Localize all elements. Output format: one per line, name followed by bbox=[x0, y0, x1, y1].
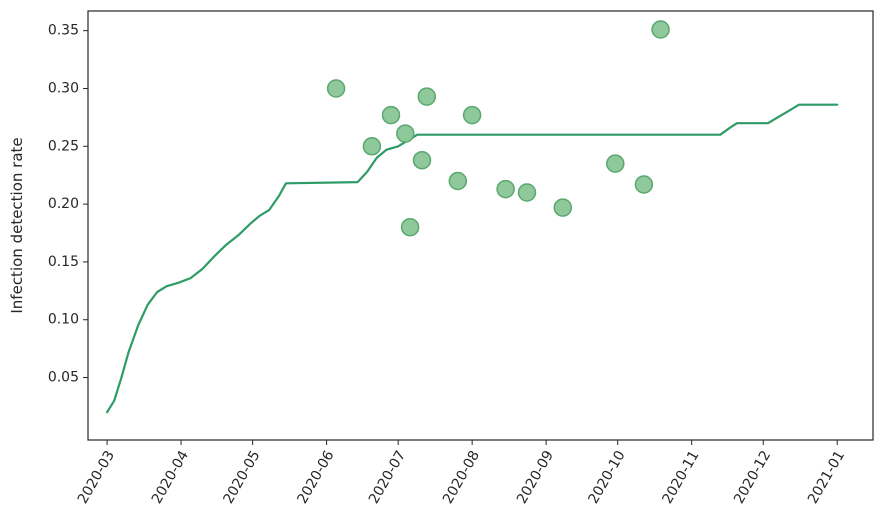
x-tick-label: 2020-08 bbox=[440, 448, 483, 507]
scatter-point bbox=[326, 79, 346, 98]
y-tick-label: 0.30 bbox=[48, 80, 79, 96]
x-tick-label: 2020-12 bbox=[731, 448, 774, 507]
scatter-point bbox=[634, 175, 654, 194]
scatter-point bbox=[448, 171, 468, 191]
x-axis: 2020-03 2020-04 2020-05 2020-06 2020-07 2020-… bbox=[75, 440, 848, 507]
scatter-point bbox=[651, 20, 670, 39]
scatter-point bbox=[496, 179, 515, 199]
detection-rate-line bbox=[105, 103, 839, 414]
y-tick-label: 0.25 bbox=[48, 138, 79, 154]
y-tick-label: 0.05 bbox=[48, 370, 79, 386]
scatter-point bbox=[396, 124, 415, 143]
scatter-point bbox=[381, 105, 401, 125]
x-tick-label: 2020-10 bbox=[586, 448, 629, 507]
x-tick-label: 2021-01 bbox=[805, 448, 848, 507]
scatter-point bbox=[517, 183, 537, 202]
scatter-point bbox=[400, 217, 420, 237]
y-tick-label: 0.20 bbox=[48, 196, 79, 212]
x-tick-label: 2020-11 bbox=[659, 448, 702, 507]
scatter-point bbox=[412, 150, 432, 170]
series-layer bbox=[105, 20, 839, 414]
scatter-point bbox=[606, 154, 625, 173]
scatter-point bbox=[362, 137, 382, 156]
x-tick-label: 2020-05 bbox=[220, 448, 263, 507]
y-tick-label: 0.15 bbox=[48, 254, 79, 270]
x-tick-label: 2020-04 bbox=[149, 448, 192, 507]
plot-frame bbox=[87, 10, 874, 441]
x-tick-label: 2020-06 bbox=[294, 448, 337, 507]
y-axis-label: Infection detection rate bbox=[8, 137, 26, 313]
scatter-point bbox=[553, 198, 573, 217]
y-tick-label: 0.35 bbox=[48, 23, 79, 39]
x-tick-label: 2020-07 bbox=[366, 448, 409, 507]
y-axis: 0.05 0.10 0.15 0.20 0.25 0.30 0.35 bbox=[48, 23, 88, 386]
y-tick-label: 0.10 bbox=[48, 312, 79, 328]
x-tick-label: 2020-03 bbox=[75, 448, 118, 507]
scatter-point bbox=[417, 87, 437, 106]
x-tick-label: 2020-09 bbox=[514, 448, 557, 507]
scatter-point bbox=[462, 105, 482, 125]
